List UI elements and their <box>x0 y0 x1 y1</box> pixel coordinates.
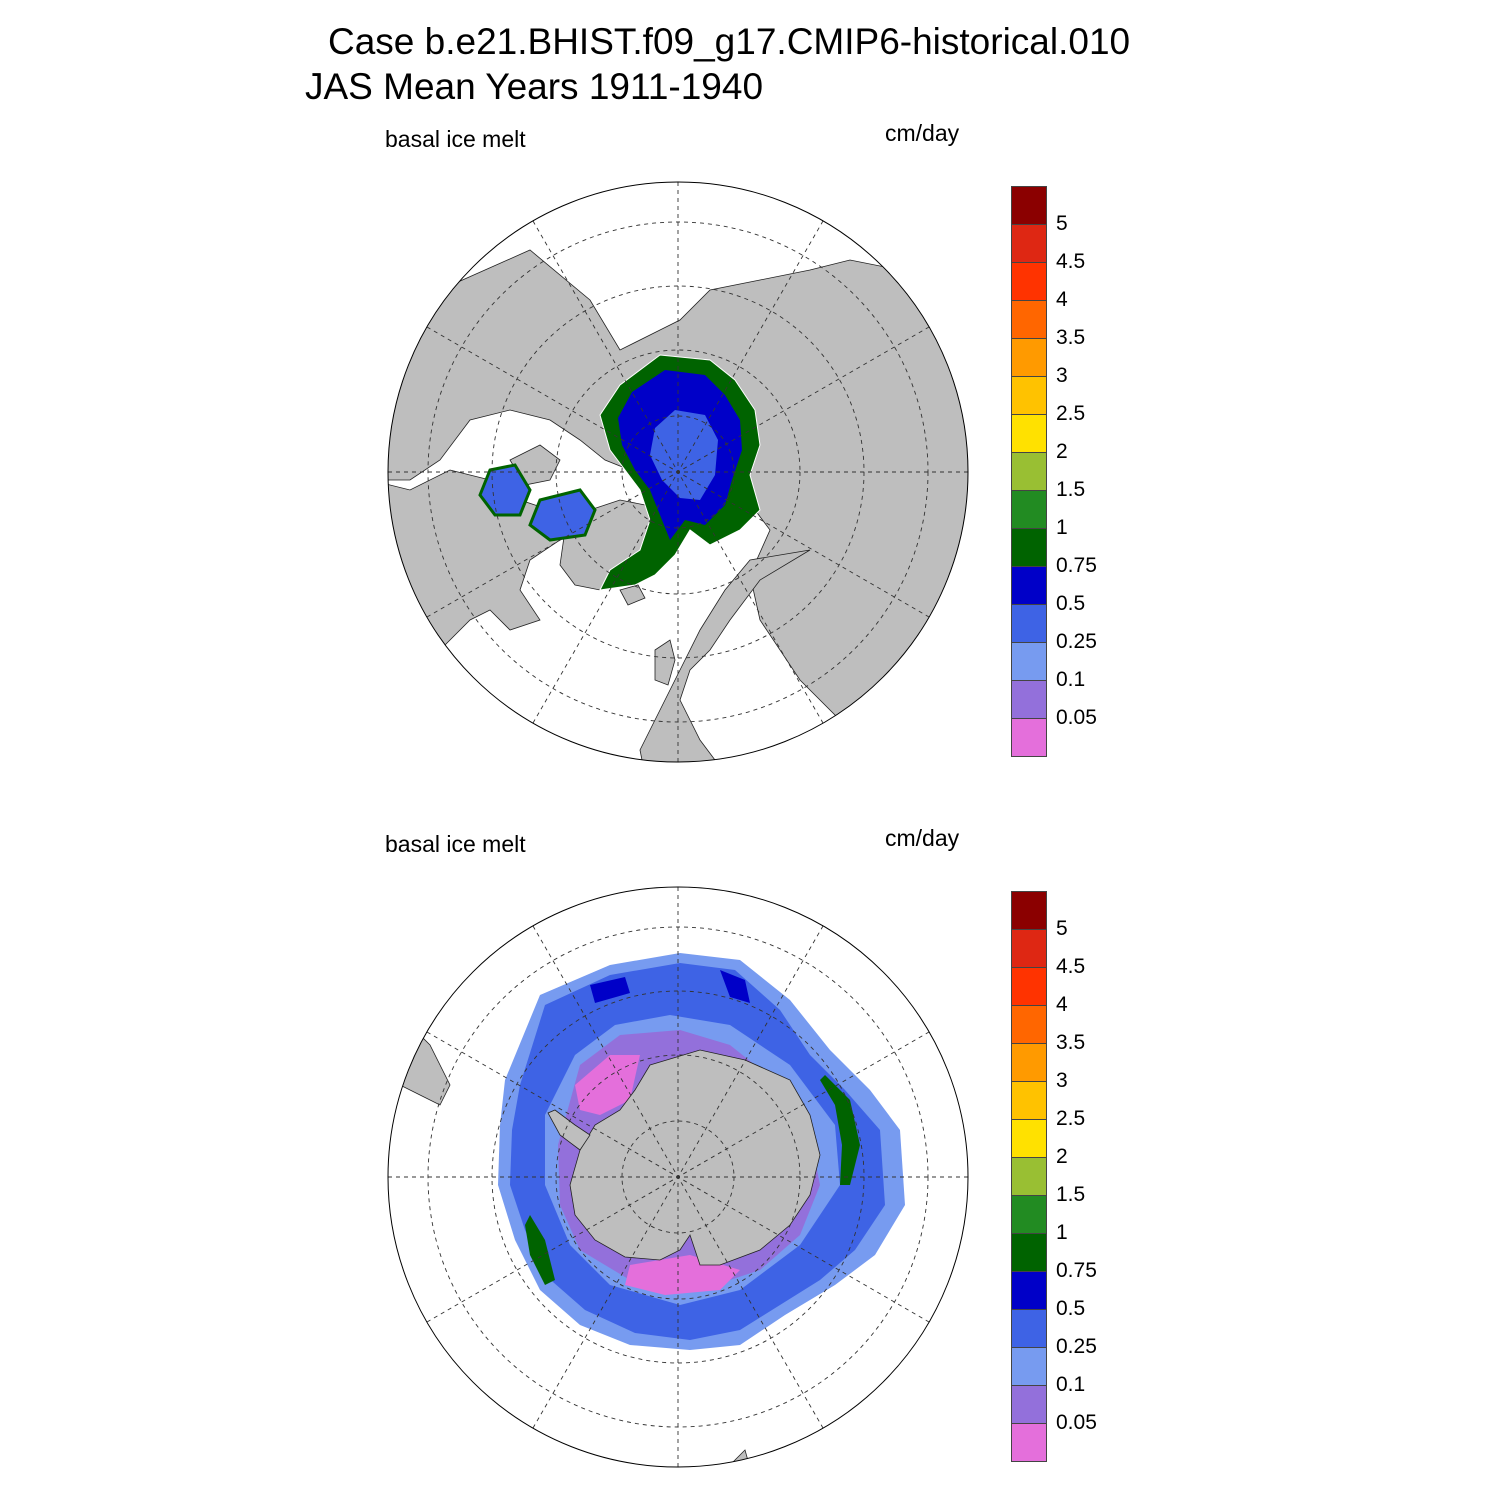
colorbar-swatch <box>1011 642 1047 681</box>
south-colorbar: 0.05 0.1 0.25 0.5 0.75 1 1.5 2 2.5 3 3.5 4 4.5 5 <box>1011 891 1097 1462</box>
colorbar-tick-label: 0.1 <box>1056 668 1086 691</box>
south-polar-map <box>387 886 969 1468</box>
colorbar-tick-label: 4.5 <box>1056 250 1086 273</box>
colorbar-swatch <box>1011 1157 1047 1196</box>
colorbar-swatch <box>1011 967 1047 1006</box>
colorbar-tick-label: 3.5 <box>1056 326 1086 349</box>
colorbar-tick-label: 5 <box>1056 917 1068 940</box>
colorbar-swatch <box>1011 1043 1047 1082</box>
colorbar-tick-label: 4 <box>1056 288 1068 311</box>
colorbar-swatch <box>1011 891 1047 930</box>
south-melt-zone-0.25-0.5 <box>510 963 885 1340</box>
colorbar-swatch <box>1011 262 1047 301</box>
colorbar-tick-label: 4 <box>1056 993 1068 1016</box>
colorbar-tick-label: 1 <box>1056 1221 1068 1244</box>
colorbar-swatch <box>1011 300 1047 339</box>
colorbar-swatch <box>1011 604 1047 643</box>
colorbar-tick-label: 2.5 <box>1056 1107 1086 1130</box>
colorbar-swatch <box>1011 1233 1047 1272</box>
colorbar-swatch <box>1011 1195 1047 1234</box>
north-europe-landmass <box>639 549 811 762</box>
colorbar-swatch <box>1011 452 1047 491</box>
north-asia-landmass <box>388 249 968 762</box>
south-map-border <box>387 886 969 1468</box>
figure-title-line2: JAS Mean Years 1911-1940 <box>305 66 764 107</box>
colorbar-tick-label: 3.5 <box>1056 1031 1086 1054</box>
colorbar-swatch <box>1011 1119 1047 1158</box>
colorbar-swatch <box>1011 490 1047 529</box>
north-graticule <box>388 182 968 762</box>
north-polar-map <box>387 181 969 763</box>
south-graticule <box>388 887 968 1467</box>
colorbar-tick-label: 4.5 <box>1056 955 1086 978</box>
south-melt-high-north <box>590 970 750 1003</box>
colorbar-tick-label: 1.5 <box>1056 1183 1086 1206</box>
colorbar-tick-label: 0.75 <box>1056 1259 1097 1282</box>
south-melt-high-west <box>525 1215 555 1285</box>
colorbar-swatch <box>1011 1271 1047 1310</box>
colorbar-tick-label: 3 <box>1056 364 1068 387</box>
north-basal-melt-field <box>478 354 761 591</box>
colorbar-tick-label: 1.5 <box>1056 478 1086 501</box>
colorbar-swatch <box>1011 414 1047 453</box>
colorbar-swatch <box>1011 1385 1047 1424</box>
colorbar-tick-label: 0.5 <box>1056 592 1086 615</box>
colorbar-tick-label: 0.1 <box>1056 1373 1086 1396</box>
colorbar-swatch <box>1011 376 1047 415</box>
colorbar-swatch <box>1011 1081 1047 1120</box>
antarctic-peninsula <box>547 1109 591 1151</box>
colorbar-swatch <box>1011 224 1047 263</box>
north-melt-zone-0.25-0.5 <box>650 410 718 500</box>
colorbar-tick-label: 0.25 <box>1056 1335 1097 1358</box>
north-melt-baffin-bay <box>528 488 597 542</box>
colorbar-tick-label: 5 <box>1056 212 1068 235</box>
south-melt-zone-under-0.05-weddell <box>575 1055 640 1115</box>
colorbar-swatch <box>1011 528 1047 567</box>
north-units-label: cm/day <box>885 120 960 146</box>
south-variable-label: basal ice melt <box>385 831 526 857</box>
colorbar-swatch <box>1011 566 1047 605</box>
north-map-border <box>387 181 969 763</box>
north-colorbar: 0.05 0.1 0.25 0.5 0.75 1 1.5 2 2.5 3 3.5 4 4.5 5 <box>1011 186 1097 757</box>
colorbar-swatch <box>1011 1309 1047 1348</box>
north-variable-label: basal ice melt <box>385 126 526 152</box>
south-units-label: cm/day <box>885 825 960 851</box>
colorbar-tick-label: 0.05 <box>1056 706 1097 729</box>
colorbar-swatch <box>1011 338 1047 377</box>
colorbar-tick-label: 2.5 <box>1056 402 1086 425</box>
colorbar-tick-label: 0.75 <box>1056 554 1097 577</box>
colorbar-swatch <box>1011 718 1047 757</box>
colorbar-tick-label: 1 <box>1056 516 1068 539</box>
iceland <box>619 584 646 606</box>
colorbar-swatch <box>1011 186 1047 225</box>
colorbar-tick-label: 0.5 <box>1056 1297 1086 1320</box>
colorbar-tick-label: 3 <box>1056 1069 1068 1092</box>
british-isles <box>654 639 676 686</box>
colorbar-swatch <box>1011 929 1047 968</box>
colorbar-swatch <box>1011 1423 1047 1462</box>
colorbar-swatch <box>1011 680 1047 719</box>
colorbar-swatch <box>1011 1005 1047 1044</box>
colorbar-tick-label: 0.05 <box>1056 1411 1097 1434</box>
colorbar-tick-label: 0.25 <box>1056 630 1097 653</box>
colorbar-swatch <box>1011 1347 1047 1386</box>
figure-title-line1: Case b.e21.BHIST.f09_g17.CMIP6-historica… <box>328 21 1131 62</box>
colorbar-tick-label: 2 <box>1056 1145 1068 1168</box>
colorbar-tick-label: 2 <box>1056 440 1068 463</box>
south-melt-high-east <box>820 1075 860 1185</box>
south-basal-melt-field <box>498 953 905 1350</box>
